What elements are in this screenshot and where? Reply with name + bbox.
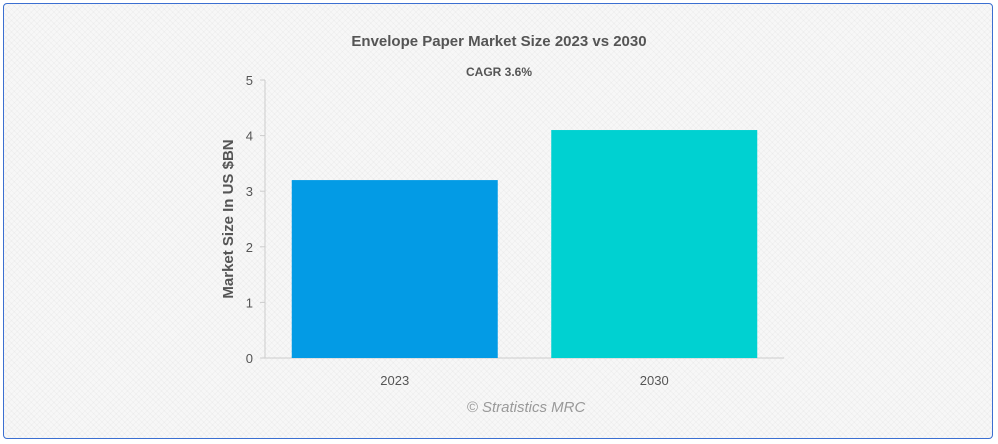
chart-subtitle: CAGR 3.6% [466,65,532,79]
x-tick-label: 2023 [380,373,409,388]
y-tick-label: 5 [246,73,253,88]
chart-title: Envelope Paper Market Size 2023 vs 2030 [351,33,646,50]
bar-2023 [291,180,498,358]
y-tick-label: 1 [246,295,253,310]
y-tick-label: 3 [246,184,253,199]
y-tick-label: 0 [246,351,253,366]
y-tick-label: 4 [246,129,253,144]
bar-2030 [551,130,758,358]
plot-area: 0 1 2 3 4 5 2023 2030 [246,73,784,388]
y-tick-label: 2 [246,240,253,255]
chart-frame [3,3,993,439]
credit-label: © Stratistics MRC [467,399,586,416]
x-tick-label: 2030 [640,373,669,388]
y-axis-title: Market Size In US $BN [220,139,237,298]
